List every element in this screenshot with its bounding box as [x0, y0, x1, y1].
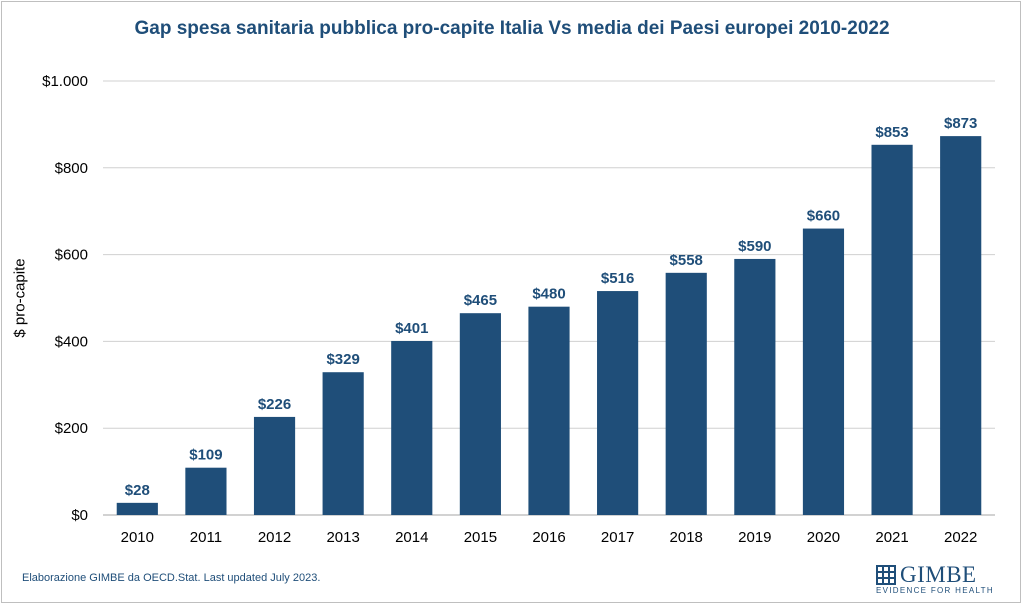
- x-tick-label: 2019: [738, 529, 771, 546]
- data-label: $226: [258, 396, 291, 413]
- data-label: $329: [326, 351, 359, 368]
- bar: [185, 467, 227, 515]
- logo-grid-icon: [876, 565, 896, 585]
- bar: [459, 313, 501, 515]
- data-label: $590: [738, 238, 771, 255]
- x-tick-label: 2020: [807, 529, 840, 546]
- x-tick-label: 2015: [464, 529, 497, 546]
- data-label: $660: [807, 208, 840, 225]
- y-tick-label: $400: [55, 333, 88, 350]
- y-tick-label: $1.000: [42, 73, 88, 90]
- y-tick-label: $800: [55, 160, 88, 177]
- y-tick-label: $200: [55, 420, 88, 437]
- bar: [665, 272, 707, 515]
- bar: [802, 228, 845, 515]
- logo-tagline: EVIDENCE FOR HEALTH: [876, 586, 994, 595]
- x-tick-label: 2021: [875, 529, 908, 546]
- data-label: $853: [875, 124, 908, 141]
- gimbe-logo: GIMBE EVIDENCE FOR HEALTH: [876, 562, 993, 599]
- data-label: $109: [189, 447, 222, 464]
- bar: [253, 416, 296, 515]
- data-label: $401: [395, 320, 428, 337]
- y-tick-label: $0: [71, 507, 88, 524]
- bar: [940, 136, 982, 516]
- x-tick-label: 2022: [944, 529, 977, 546]
- data-label: $28: [125, 482, 150, 499]
- bar: [734, 258, 776, 515]
- bar: [597, 291, 639, 515]
- x-tick-label: 2017: [601, 529, 634, 546]
- chart-title: Gap spesa sanitaria pubblica pro-capite …: [134, 18, 890, 39]
- source-note: Elaborazione GIMBE da OECD.Stat. Last up…: [22, 572, 321, 584]
- y-tick-label: $600: [55, 247, 88, 264]
- data-label: $873: [944, 115, 977, 132]
- x-tick-label: 2010: [121, 529, 154, 546]
- bar: [871, 144, 913, 515]
- data-label: $516: [601, 270, 634, 287]
- data-label: $480: [532, 286, 565, 303]
- x-tick-label: 2011: [190, 529, 222, 546]
- x-tick-label: 2018: [670, 529, 703, 546]
- data-label: $465: [464, 292, 497, 309]
- data-label: $558: [670, 252, 703, 269]
- bar: [116, 502, 158, 515]
- bar: [322, 372, 364, 515]
- x-tick-label: 2016: [532, 529, 565, 546]
- bar: [528, 306, 570, 515]
- x-tick-label: 2014: [395, 529, 428, 546]
- bar: [391, 340, 433, 515]
- logo-name: GIMBE: [900, 562, 977, 587]
- x-tick-label: 2012: [258, 529, 291, 546]
- x-tick-label: 2013: [326, 529, 359, 546]
